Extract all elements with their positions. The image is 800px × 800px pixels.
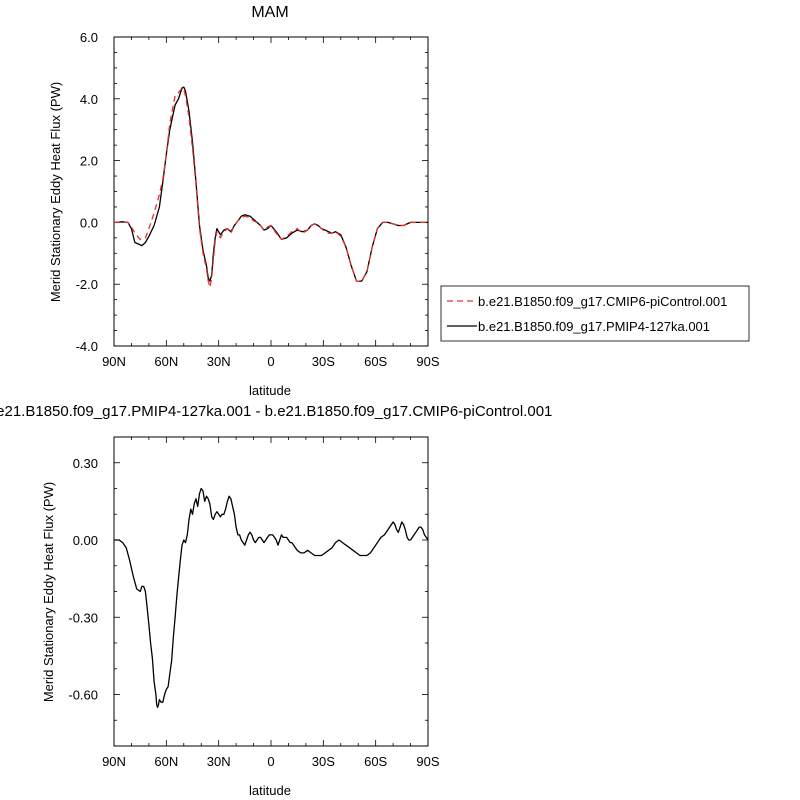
- bottom-ytick-label: -0.60: [68, 688, 98, 703]
- bottom-ytick-label: 0.30: [73, 456, 98, 471]
- top-chart-title: MAM: [251, 4, 288, 21]
- legend-label-piControl: b.e21.B1850.f09_g17.CMIP6-piControl.001: [478, 294, 727, 309]
- top-chart-series: [113, 86, 428, 288]
- bottom-chart-title: b.e21.B1850.f09_g17.PMIP4-127ka.001 - b.…: [0, 403, 552, 420]
- bottom-xtick-label: 90N: [102, 754, 126, 769]
- bottom-chart-xlabel: latitude: [249, 783, 291, 798]
- top-series-line-0: [113, 87, 428, 288]
- bottom-chart-ylabel: Merid Stationary Eddy Heat Flux (PW): [41, 482, 56, 702]
- top-xtick-label: 90S: [416, 354, 439, 369]
- top-ytick-label: 6.0: [80, 30, 98, 45]
- top-ytick-label: 2.0: [80, 154, 98, 169]
- bottom-xtick-label: 0: [267, 754, 274, 769]
- top-chart-ylabel: Merid Stationary Eddy Heat Flux (PW): [48, 82, 63, 302]
- top-ytick-label: -4.0: [76, 339, 98, 354]
- top-ytick-label: 4.0: [80, 92, 98, 107]
- legend-box: [440, 285, 750, 342]
- top-xtick-label: 60N: [154, 354, 178, 369]
- top-chart-xlabel: latitude: [249, 383, 291, 398]
- top-series-line-1: [113, 86, 428, 282]
- bottom-xtick-label: 60N: [154, 754, 178, 769]
- bottom-plot-frame: [113, 436, 429, 747]
- legend-label-127ka: b.e21.B1850.f09_g17.PMIP4-127ka.001: [478, 319, 710, 334]
- bottom-xtick-label: 60S: [364, 754, 387, 769]
- legend: b.e21.B1850.f09_g17.CMIP6-piControl.001 …: [440, 285, 750, 342]
- bottom-series-line-0: [114, 487, 429, 709]
- bottom-xtick-label: 30S: [312, 754, 335, 769]
- top-chart: MAM Merid Stationary Eddy Heat Flux (PW)…: [48, 4, 750, 398]
- bottom-xtick-label: 30N: [207, 754, 231, 769]
- top-xtick-label: 30S: [312, 354, 335, 369]
- bottom-chart-axes: 90N 60N 30N 0 30S 60S 90S -0.60 -0.30 0.00 0.30: [68, 436, 440, 769]
- bottom-ytick-label: 0.00: [73, 533, 98, 548]
- top-ytick-label: 0.0: [80, 215, 98, 230]
- top-ytick-label: -2.0: [76, 277, 98, 292]
- bottom-chart: b.e21.B1850.f09_g17.PMIP4-127ka.001 - b.…: [0, 403, 552, 798]
- top-chart-axes: 90N 60N 30N 0 30S 60S 90S -4.0 -2.0 0.0 2.0 4.0 6.0: [76, 30, 440, 369]
- top-xtick-label: 60S: [364, 354, 387, 369]
- top-xtick-label: 30N: [207, 354, 231, 369]
- bottom-xtick-label: 90S: [416, 754, 439, 769]
- top-xtick-label: 90N: [102, 354, 126, 369]
- bottom-ytick-label: -0.30: [68, 610, 98, 625]
- top-xtick-label: 0: [267, 354, 274, 369]
- bottom-chart-series: [114, 487, 429, 709]
